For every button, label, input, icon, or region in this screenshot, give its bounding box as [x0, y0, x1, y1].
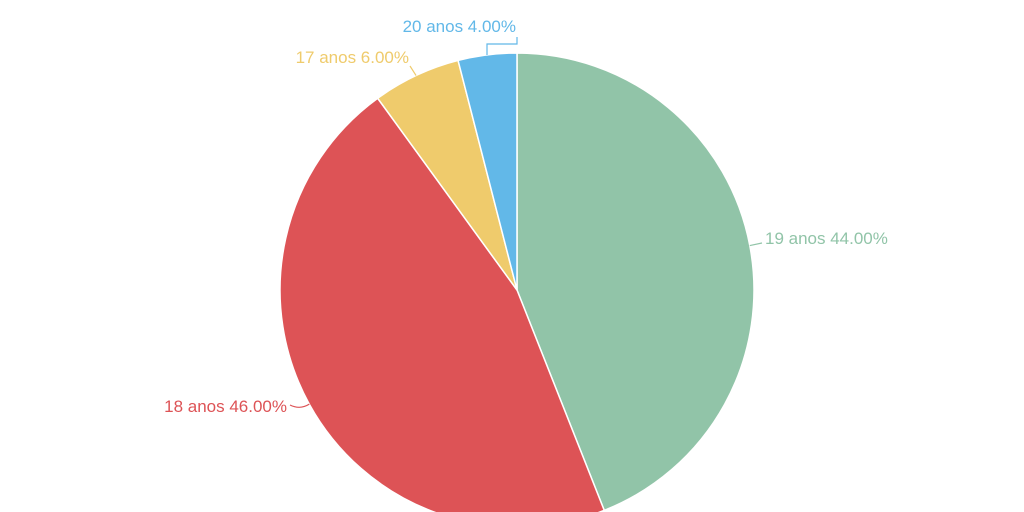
slice-label-17-anos: 17 anos 6.00%: [296, 48, 409, 67]
pie-leader-lines: [289, 37, 763, 408]
slice-label-18-anos: 18 anos 46.00%: [164, 397, 287, 416]
pie-labels: 19 anos 44.00% 18 anos 46.00% 17 anos 6.00…: [164, 17, 888, 416]
leader-line-17-anos: [409, 65, 417, 76]
pie-slices: [279, 52, 755, 512]
leader-line-19-anos: [749, 242, 763, 247]
slice-label-20-anos: 20 anos 4.00%: [403, 17, 516, 36]
leader-line-20-anos: [486, 37, 518, 55]
leader-line-18-anos: [289, 403, 310, 408]
slice-label-19-anos: 19 anos 44.00%: [765, 229, 888, 248]
